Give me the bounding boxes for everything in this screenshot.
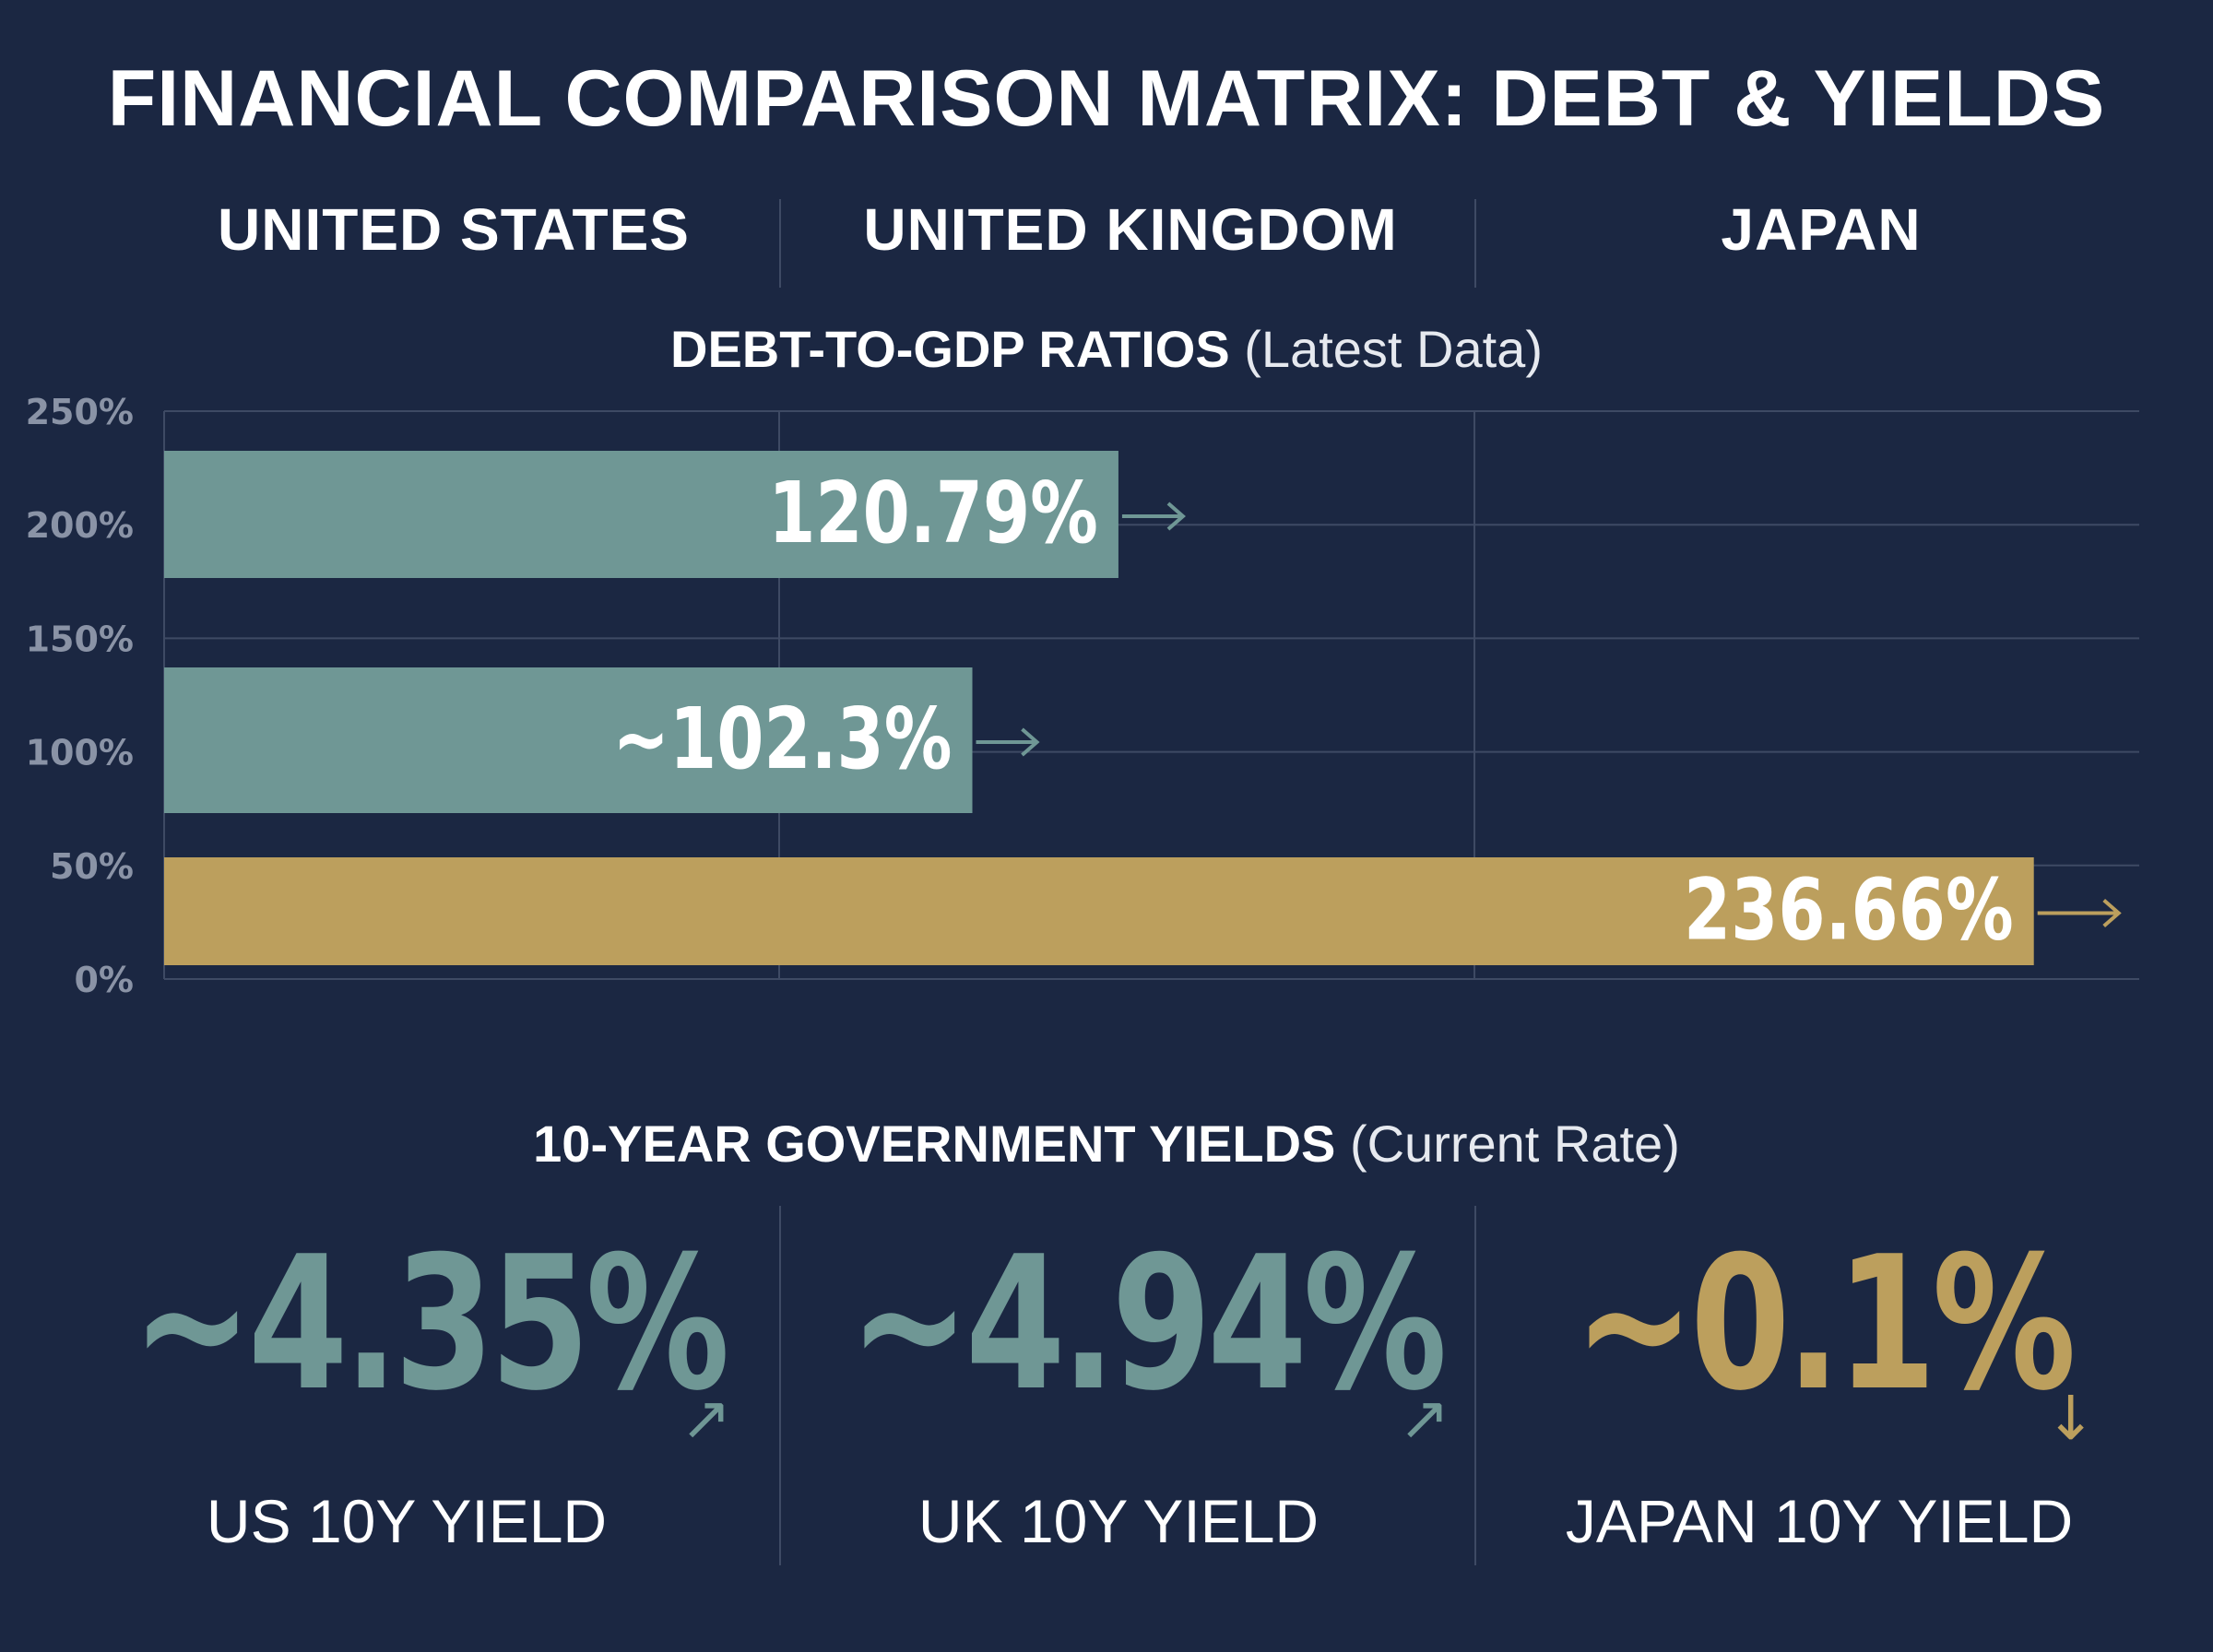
yield-divider-1 — [779, 1206, 781, 1565]
debt-section-title: DEBT-TO-GDP RATIOS (Latest Data) — [0, 319, 2213, 379]
uk-yield-value: ~4.94% — [848, 1217, 1448, 1432]
debt-chart: 250% 200% 150% 100% 50% 0% 120.79% ~102.3% 236.6… — [26, 392, 2139, 1000]
bar-value-label: ~102.3% — [612, 690, 952, 788]
right-arrow-icon — [1166, 502, 1186, 531]
us-yield-label: US 10Y YIELD — [206, 1487, 608, 1555]
yield-title-strong: 10-YEAR GOVERNMENT YIELDS — [533, 1115, 1336, 1173]
debt-title-light: (Latest Data) — [1244, 320, 1543, 378]
country-header-japan: JAPAN — [1721, 196, 1922, 263]
bar-value-label: 236.66% — [1684, 860, 2014, 959]
country-header-uk: UNITED KINGDOM — [863, 196, 1398, 263]
uk-yield-label: UK 10Y YIELD — [917, 1487, 1320, 1555]
bar-value-label: 120.79% — [768, 464, 1098, 562]
bar-united-kingdom — [164, 667, 973, 813]
country-header-us: UNITED STATES — [218, 196, 690, 263]
bar-united-states — [164, 451, 1118, 578]
up-right-arrow-icon: ↗ — [1399, 1383, 1450, 1454]
bar-japan — [164, 857, 2034, 965]
y-tick-label: 250% — [26, 392, 134, 432]
header-divider-2 — [1474, 199, 1476, 288]
yield-section-title: 10-YEAR GOVERNMENT YIELDS (Current Rate) — [0, 1114, 2213, 1174]
y-tick-label: 200% — [26, 505, 134, 546]
yield-divider-2 — [1474, 1206, 1476, 1565]
y-tick-label: 100% — [26, 733, 134, 773]
us-yield-value: ~4.35% — [131, 1217, 730, 1432]
right-arrow-icon — [1021, 727, 1040, 757]
header-divider-1 — [779, 199, 781, 288]
down-arrow-icon: ↓ — [2045, 1383, 2097, 1454]
y-tick-label: 150% — [26, 619, 134, 659]
y-tick-label: 50% — [50, 846, 134, 887]
page-title: FINANCIAL COMPARISON MATRIX: DEBT & YIEL… — [107, 54, 2106, 143]
y-tick-label: 0% — [74, 960, 134, 1000]
japan-yield-label: JAPAN 10Y YIELD — [1565, 1487, 2074, 1555]
up-right-arrow-icon: ↗ — [680, 1383, 732, 1454]
debt-title-strong: DEBT-TO-GDP RATIOS — [670, 320, 1230, 378]
right-arrow-icon — [2102, 898, 2122, 928]
japan-yield-value: ~0.1% — [1574, 1217, 2077, 1432]
yield-title-light: (Current Rate) — [1349, 1115, 1680, 1173]
